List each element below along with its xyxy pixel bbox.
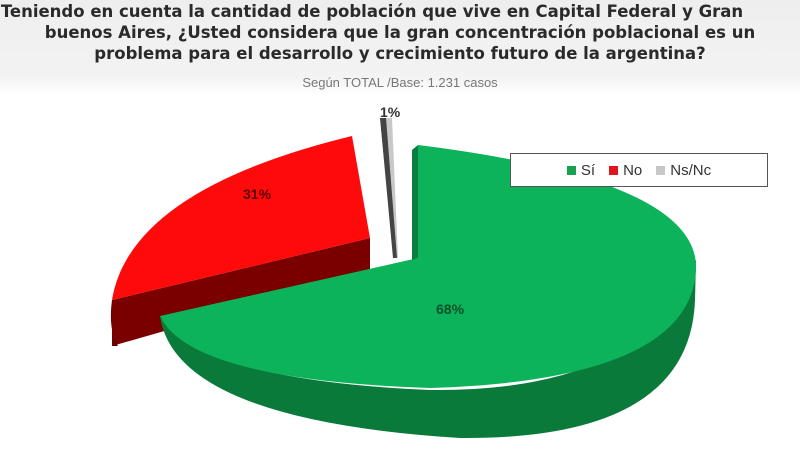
legend-item-si: Sí <box>566 161 596 179</box>
title-line-1: Teniendo en cuenta la cantidad de poblac… <box>0 2 744 21</box>
title-line-2: buenos Aires, ¿Usted considera que la gr… <box>44 23 756 42</box>
chart-legend: Sí No Ns/Nc <box>510 153 768 187</box>
legend-label-si: Sí <box>580 161 596 179</box>
slice-no-top <box>112 136 370 300</box>
legend-swatch-si <box>566 165 576 175</box>
legend-label-nsnc: Ns/Nc <box>670 161 712 179</box>
legend-swatch-no <box>609 165 619 175</box>
slice-no-side-left <box>110 300 118 346</box>
slice-nsnc-shadow <box>380 118 397 258</box>
label-si: 68% <box>436 301 465 317</box>
title-line-3: problema para el desarrollo y crecimient… <box>94 44 706 63</box>
chart-subtitle: Según TOTAL /Base: 1.231 casos <box>302 75 498 90</box>
legend-item-no: No <box>609 162 642 179</box>
legend-swatch-nsnc <box>656 165 666 175</box>
label-no: 31% <box>243 186 272 202</box>
legend-label-no: No <box>623 161 643 179</box>
legend-item-nsnc: Ns/Nc <box>656 162 711 179</box>
slice-si-top <box>160 145 697 388</box>
label-nsnc: 1% <box>380 104 401 120</box>
chart-header: Teniendo en cuenta la cantidad de poblac… <box>0 0 800 96</box>
chart-title: Teniendo en cuenta la cantidad de poblac… <box>0 1 800 64</box>
slice-si-inner-edge <box>412 145 418 260</box>
slice-si-side <box>160 260 696 439</box>
